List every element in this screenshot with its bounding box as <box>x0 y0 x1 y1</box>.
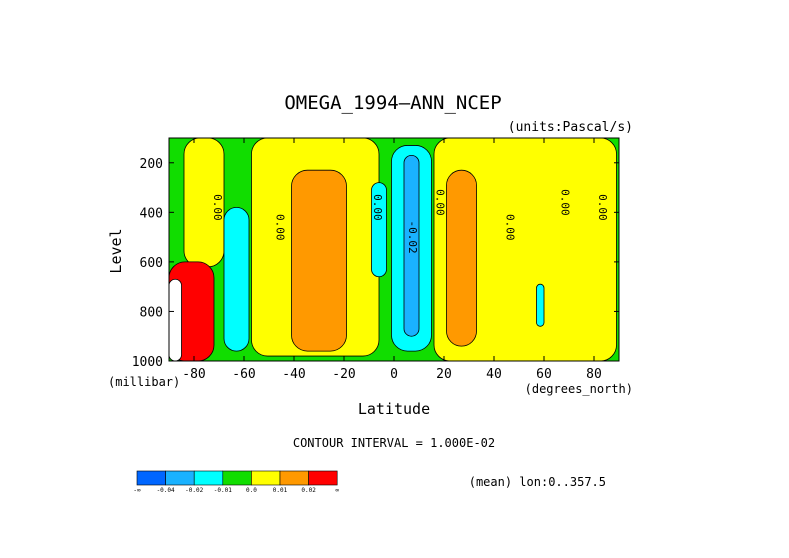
colorbar-swatch <box>193 470 224 486</box>
x-axis-title: Latitude <box>358 400 430 418</box>
colorbar-swatch <box>222 470 252 486</box>
colorbar-swatch <box>165 470 195 486</box>
y-tick-label: 400 <box>140 206 163 221</box>
y-tick-label: 1000 <box>132 355 163 370</box>
x-tick-label: 40 <box>486 367 502 382</box>
colorbar-swatch <box>251 470 281 486</box>
colorbar-label: -0.01 <box>214 487 232 494</box>
colorbar-swatch <box>279 470 309 486</box>
x-tick-label: -20 <box>332 367 355 382</box>
units-label: (units:Pascal/s) <box>508 120 633 135</box>
x-tick-label: -60 <box>232 367 255 382</box>
y-unit-label: (millibar) <box>108 375 180 389</box>
colorbar-swatch <box>308 470 338 486</box>
colorbar-label: -0.02 <box>185 487 203 494</box>
contour-region-8 <box>433 138 617 361</box>
x-axis: -80 -60 -40 -20 0 20 40 60 80 <box>182 138 602 382</box>
contour-labels: 0.00 0.00 0.00 0.00 -0.02 0.00 0.00 0.00 <box>211 189 609 254</box>
footer-text: (mean) lon:0..357.5 <box>469 475 606 489</box>
x-tick-label: -80 <box>182 367 205 382</box>
x-tick-label: 0 <box>390 367 398 382</box>
colorbar: -∞ -0.04 -0.02 -0.01 0.0 0.01 0.02 ∞ <box>133 470 339 494</box>
contour-region-10 <box>536 283 545 327</box>
contour-label-0: 0.00 <box>211 194 224 221</box>
contour-region-7 <box>403 154 420 337</box>
contour-region-5 <box>371 182 387 278</box>
x-tick-label: 20 <box>436 367 452 382</box>
contour-label-2: 0.00 <box>371 194 384 221</box>
x-tick-label: 60 <box>536 367 552 382</box>
contour-label-4: -0.02 <box>406 221 419 254</box>
x-tick-label: -40 <box>282 367 305 382</box>
y-axis: 200 400 600 800 1000 <box>132 157 619 370</box>
colorbar-label: 0.01 <box>273 487 288 494</box>
contour-label-1: 0.00 <box>274 214 287 241</box>
x-tick-label: 80 <box>586 367 602 382</box>
chart-title: OMEGA_1994—ANN_NCEP <box>284 92 501 114</box>
y-axis-title: Level <box>107 228 125 273</box>
plot-area <box>169 138 619 361</box>
y-tick-label: 600 <box>140 256 163 271</box>
contour-region-4 <box>291 169 347 352</box>
colorbar-label: 0.02 <box>301 487 316 494</box>
contour-region-12 <box>169 278 182 361</box>
colorbar-swatch <box>136 470 166 486</box>
colorbar-label: -0.04 <box>157 487 175 494</box>
contour-region-9 <box>446 169 477 347</box>
contour-label-6: 0.00 <box>559 189 572 216</box>
contour-region-2 <box>223 206 250 352</box>
colorbar-label: -∞ <box>133 487 141 494</box>
contour-label-7: 0.00 <box>596 194 609 221</box>
x-unit-label: (degrees_north) <box>525 382 633 396</box>
colorbar-end-label: ∞ <box>335 487 339 494</box>
contour-label-5: 0.00 <box>504 214 517 241</box>
colorbar-label: 0.0 <box>246 487 257 494</box>
y-tick-label: 200 <box>140 157 163 172</box>
contour-label-3: 0.00 <box>434 189 447 216</box>
contour-interval-text: CONTOUR INTERVAL = 1.000E-02 <box>293 436 495 450</box>
y-tick-label: 800 <box>140 305 163 320</box>
